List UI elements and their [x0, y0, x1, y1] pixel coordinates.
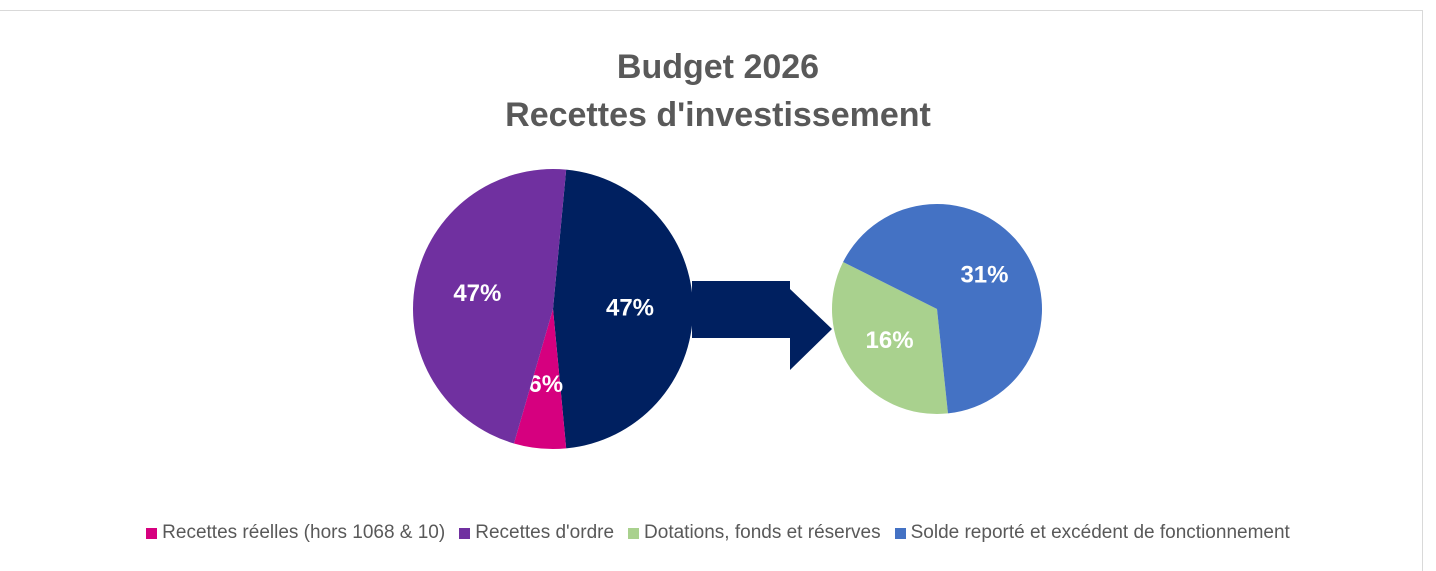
data-label: 6% — [528, 371, 563, 398]
legend-item: Solde reporté et excédent de fonctionnem… — [894, 522, 1290, 544]
legend-label: Solde reporté et excédent de fonctionnem… — [910, 522, 1290, 543]
chart-frame — [0, 10, 1423, 571]
data-label: 47% — [606, 294, 654, 321]
connector-arrow — [692, 281, 832, 370]
legend-swatch — [146, 527, 158, 539]
pie-slice — [513, 309, 567, 449]
legend-swatch — [628, 527, 640, 539]
legend-swatch — [459, 527, 471, 539]
legend: Recettes réelles (hors 1068 & 10) Recette… — [0, 522, 1436, 544]
pie-slice — [413, 168, 567, 444]
legend-item: Dotations, fonds et réserves — [628, 522, 881, 544]
chart-title: Budget 2026 — [617, 48, 819, 86]
legend-item: Recettes réelles (hors 1068 & 10) — [146, 522, 445, 544]
legend-swatch — [894, 527, 906, 539]
data-label: 16% — [866, 327, 914, 354]
legend-label: Recettes d'ordre — [475, 522, 615, 543]
data-label: 31% — [960, 261, 1008, 288]
pie-slice — [832, 262, 948, 414]
pie-slice — [553, 169, 693, 449]
legend-item: Recettes d'ordre — [459, 522, 614, 544]
legend-label: Dotations, fonds et réserves — [644, 522, 881, 543]
data-label: 47% — [453, 280, 501, 307]
pie-slice — [843, 204, 1043, 414]
chart-subtitle: Recettes d'investissement — [505, 96, 931, 134]
legend-label: Recettes réelles (hors 1068 & 10) — [162, 522, 446, 543]
